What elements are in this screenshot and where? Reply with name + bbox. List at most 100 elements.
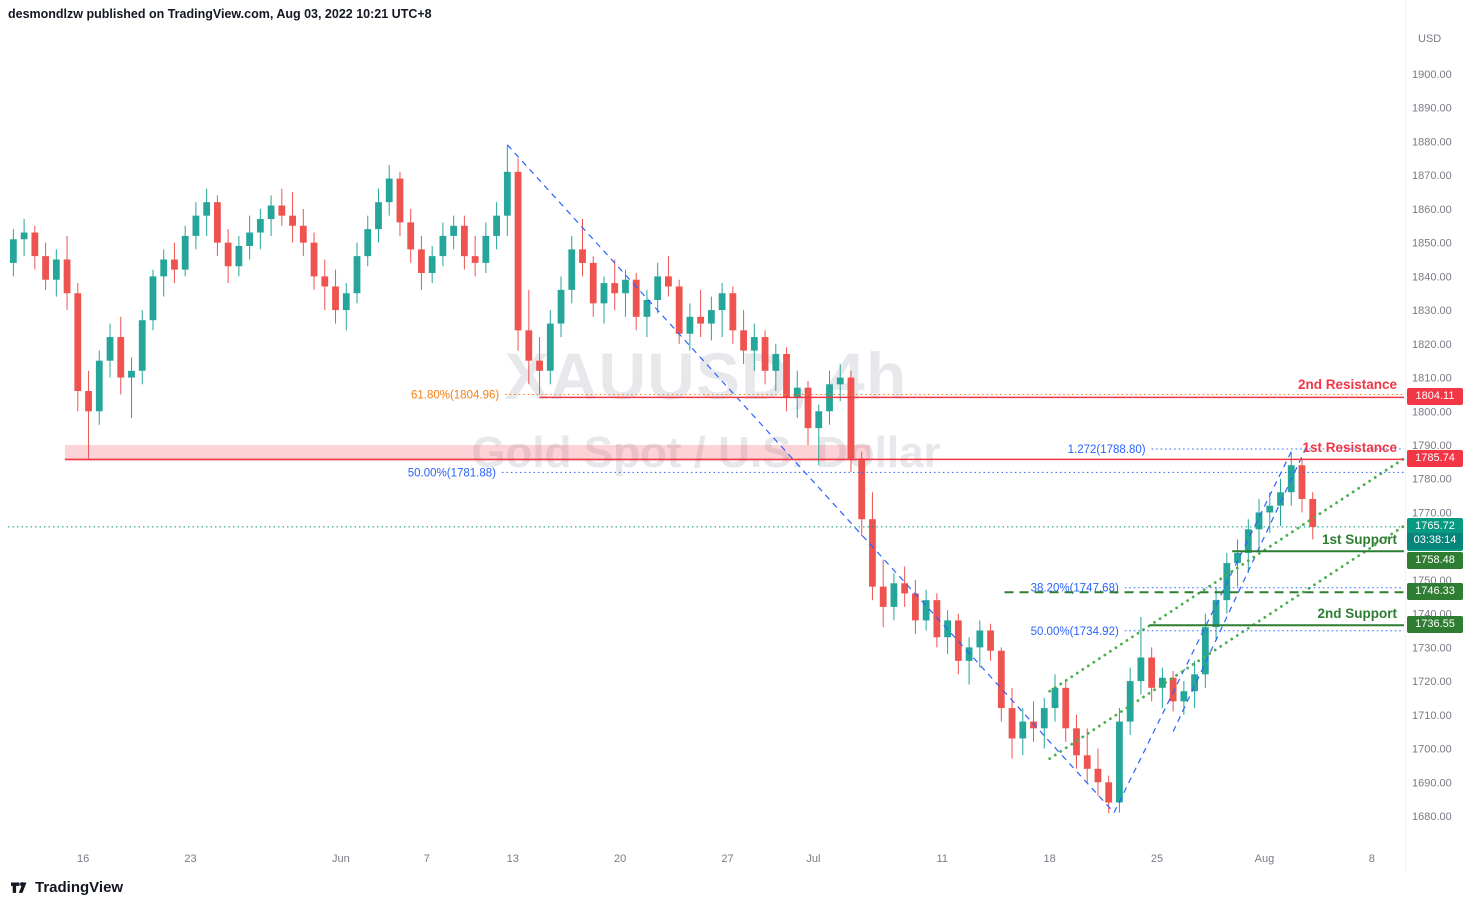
price-tick-label: 1780.00 <box>1412 474 1452 486</box>
candle-body <box>546 323 554 371</box>
candle-body <box>750 337 758 351</box>
price-tick-label: 1820.00 <box>1412 339 1452 351</box>
fib-50-lower-label: 50.00%(1734.92) <box>1031 626 1119 638</box>
candle-body <box>1040 708 1048 729</box>
candle-body <box>160 259 168 277</box>
time-axis-label: 20 <box>614 853 626 865</box>
candle-body <box>579 249 586 263</box>
candle-body <box>1298 465 1306 499</box>
candle-body <box>289 215 296 226</box>
candle-body <box>192 215 200 236</box>
candle-body <box>783 353 790 398</box>
candle-body <box>912 593 919 621</box>
price-tag-1758.48: 1758.48 <box>1407 551 1463 569</box>
price-tag-value: 1758.48 <box>1415 553 1455 566</box>
price-tag-value: 1746.33 <box>1415 585 1455 598</box>
price-tick-label: 1690.00 <box>1412 777 1452 789</box>
candle-body <box>1255 512 1263 530</box>
candle-body <box>256 219 264 233</box>
candle-body <box>665 276 672 287</box>
candle-body <box>1008 708 1016 739</box>
candle-body <box>439 235 447 257</box>
candle-body <box>890 583 898 607</box>
candle-body <box>815 411 823 429</box>
time-axis-label: 18 <box>1044 853 1056 865</box>
candle-body <box>471 256 479 263</box>
candle-body <box>503 171 511 216</box>
candle-body <box>493 215 500 236</box>
time-axis-label: 25 <box>1151 853 1163 865</box>
candle-body <box>1030 721 1037 729</box>
candle-body <box>1073 728 1080 756</box>
candle-body <box>740 330 747 351</box>
candle-body <box>1019 721 1027 739</box>
price-tag-value: 1785.74 <box>1415 452 1455 465</box>
price-tag-1765.72: 1765.72 03:38:14 <box>1407 517 1463 551</box>
candle-body <box>1191 674 1198 692</box>
time-axis-label: 16 <box>77 853 89 865</box>
candle-body <box>1223 563 1231 601</box>
time-axis-label: 23 <box>184 853 196 865</box>
candle-body <box>1148 657 1156 688</box>
candle-body <box>858 458 866 520</box>
candle-body <box>1105 782 1113 803</box>
candle-body <box>1158 677 1166 688</box>
candle-body <box>600 283 608 304</box>
candle-body <box>224 242 232 267</box>
annotation-resistance-1: 1st Resistance <box>1302 440 1397 456</box>
candle-countdown: 03:38:14 <box>1407 532 1463 549</box>
candle-body <box>418 249 425 273</box>
candle-body <box>63 259 71 294</box>
currency-label: USD <box>1418 33 1442 45</box>
downtrend-dashed <box>506 144 1115 814</box>
price-tick-label: 1870.00 <box>1412 170 1452 182</box>
price-tag-value: 1804.11 <box>1415 390 1455 403</box>
tradingview-logo-icon <box>11 882 27 893</box>
time-axis-label: Jun <box>332 853 350 865</box>
candle-body <box>171 259 178 270</box>
candle-body <box>632 279 640 317</box>
candle-body <box>707 310 715 324</box>
candle-body <box>1116 721 1123 803</box>
price-tick-label: 1700.00 <box>1412 744 1452 756</box>
candle-body <box>278 205 286 216</box>
candle-body <box>74 293 82 392</box>
candle-body <box>922 600 930 621</box>
candle-body <box>42 256 49 280</box>
fib-1272-label: 1.272(1788.80) <box>1068 444 1146 456</box>
candle-body <box>1137 657 1145 682</box>
candle-body <box>52 259 60 280</box>
price-tick-label: 1680.00 <box>1412 811 1452 823</box>
candle-body <box>106 337 114 361</box>
candle-body <box>353 256 361 294</box>
candle-body <box>460 225 468 257</box>
candle-body <box>9 239 17 263</box>
price-tick-label: 1790.00 <box>1412 440 1452 452</box>
candle-body <box>1201 627 1209 675</box>
candle-body <box>95 360 103 412</box>
candle-body <box>332 286 339 311</box>
candle-body <box>1062 687 1070 729</box>
candle-body <box>869 519 876 587</box>
tradingview-logo[interactable]: TradingView <box>10 878 123 897</box>
price-tick-label: 1730.00 <box>1412 642 1452 654</box>
candle-body <box>1180 691 1188 702</box>
candle-body <box>428 256 436 273</box>
candle-body <box>954 620 962 661</box>
uptrend-dashed-b <box>1172 444 1308 732</box>
candle-body <box>611 283 619 294</box>
candle-body <box>718 293 726 311</box>
price-tag-1785.74: 1785.74 <box>1407 450 1463 468</box>
time-axis-label: Jul <box>806 853 820 865</box>
uptrend-dashed-a <box>1113 451 1292 813</box>
price-tick-label: 1900.00 <box>1412 69 1452 81</box>
candle-body <box>342 293 350 311</box>
annotation-support-2: 2nd Support <box>1317 605 1398 621</box>
candle-body <box>364 229 372 257</box>
candle-body <box>1309 498 1317 527</box>
time-axis-label: 13 <box>507 853 519 865</box>
candle-body <box>385 178 393 203</box>
candle-body <box>214 202 221 243</box>
